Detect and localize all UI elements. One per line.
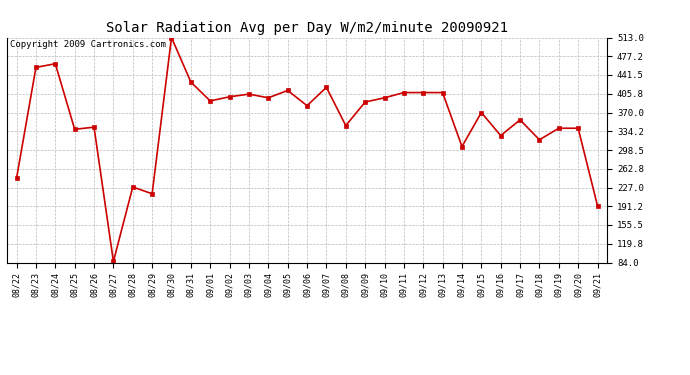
Title: Solar Radiation Avg per Day W/m2/minute 20090921: Solar Radiation Avg per Day W/m2/minute … bbox=[106, 21, 508, 35]
Text: Copyright 2009 Cartronics.com: Copyright 2009 Cartronics.com bbox=[10, 40, 166, 49]
